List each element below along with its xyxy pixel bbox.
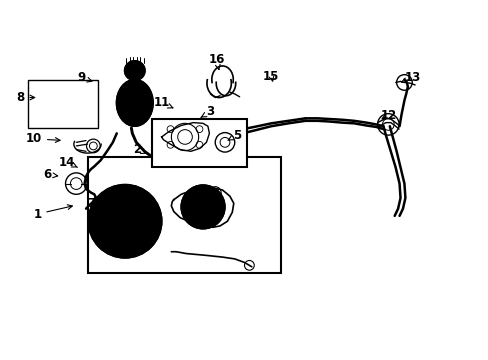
Text: 6: 6 [43,168,58,181]
Text: 9: 9 [77,71,92,84]
Circle shape [181,185,224,229]
Text: 1: 1 [33,205,72,221]
Circle shape [108,204,142,238]
Text: 10: 10 [26,132,60,145]
Bar [88,157,281,273]
Text: 5: 5 [227,129,241,142]
Text: 4: 4 [191,195,200,208]
Text: 14: 14 [58,156,77,168]
Text: 13: 13 [401,71,420,84]
Text: 8: 8 [16,91,35,104]
Ellipse shape [116,80,153,126]
Text: 3: 3 [201,105,214,118]
Text: 2: 2 [133,143,146,156]
Text: 16: 16 [208,53,224,69]
Bar [152,119,246,167]
Circle shape [88,185,161,258]
Text: 7: 7 [87,197,100,210]
Bar [27,80,98,128]
Text: 12: 12 [380,109,396,122]
Ellipse shape [124,61,145,81]
Text: 15: 15 [263,69,279,82]
Text: 11: 11 [153,96,173,109]
